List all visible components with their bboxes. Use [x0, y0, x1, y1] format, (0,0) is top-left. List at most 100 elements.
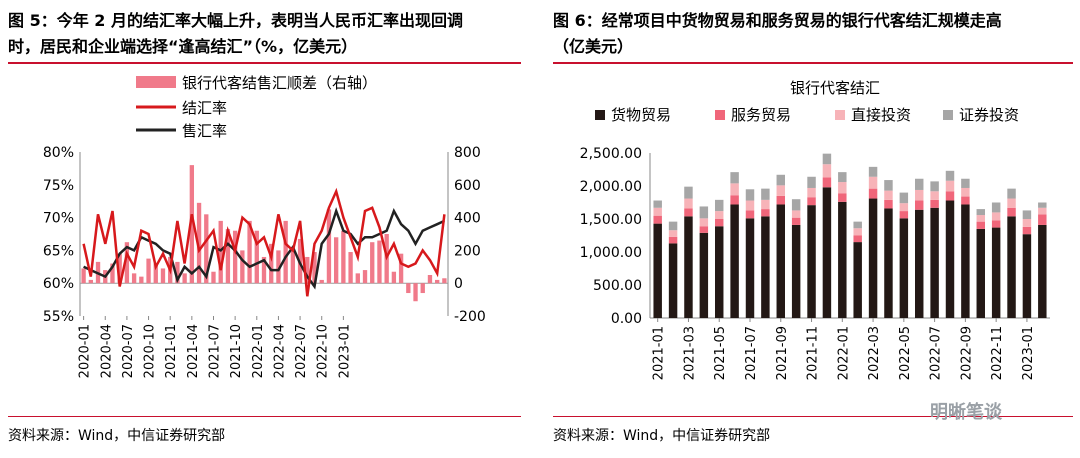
- direct-bar: [899, 203, 909, 212]
- goods-bar: [715, 226, 724, 318]
- x-tick-label: 2022-11: [990, 326, 1005, 380]
- surplus-bar: [225, 229, 231, 284]
- x-tick-label: 2023-01: [1021, 326, 1036, 380]
- direct-bar: [991, 212, 1001, 221]
- goods-bar: [915, 209, 924, 318]
- surplus-bar: [398, 253, 404, 284]
- direct-bar: [653, 207, 662, 216]
- services-bar: [853, 235, 862, 243]
- surplus-bar: [182, 273, 187, 284]
- goods-bar: [976, 228, 985, 318]
- goods-bar: [699, 232, 709, 318]
- y-tick-label: 500.00: [593, 278, 642, 294]
- services-bar: [868, 188, 878, 199]
- direct-bar: [761, 199, 770, 210]
- direct-bar: [915, 189, 924, 201]
- services-bar: [745, 210, 755, 219]
- y-left-tick-label: 75%: [43, 178, 74, 194]
- goods-bar: [945, 200, 955, 318]
- y-tick-label: 1,000.00: [580, 245, 642, 261]
- securities-bar: [653, 200, 662, 208]
- left-title-line-2: 时，居民和企业端选择“逢高结汇”（%，亿美元）: [8, 37, 358, 56]
- surplus-bar: [269, 243, 274, 284]
- securities-bar: [1007, 188, 1016, 199]
- legend-label: 服务贸易: [731, 106, 791, 124]
- direct-bar: [745, 200, 755, 211]
- goods-bar: [776, 204, 785, 318]
- y-left-tick-label: 65%: [43, 243, 74, 259]
- services-bar: [807, 197, 816, 206]
- services-bar: [945, 191, 955, 201]
- services-bar: [961, 196, 970, 205]
- x-tick-label: 2020-01: [78, 324, 93, 378]
- y-right-tick-label: 600: [454, 178, 481, 194]
- x-tick-label: 2022-07: [929, 326, 944, 380]
- goods-bar: [668, 243, 678, 318]
- left-top-rule: [8, 62, 521, 64]
- goods-bar: [930, 207, 939, 318]
- direct-bar: [776, 185, 785, 196]
- services-bar: [761, 209, 770, 217]
- securities-bar: [915, 178, 924, 190]
- left-source-note: 资料来源：Wind，中信证券研究部: [8, 428, 226, 444]
- surplus-bar: [240, 250, 245, 284]
- services-bar: [1038, 214, 1047, 225]
- securities-bar: [791, 199, 801, 211]
- goods-bar: [791, 224, 801, 318]
- surplus-bar: [160, 268, 166, 284]
- watermark-logo: 明晰笔谈: [930, 402, 1002, 423]
- securities-bar: [1038, 202, 1047, 208]
- direct-bar: [807, 187, 816, 198]
- direct-bar: [1038, 207, 1047, 215]
- x-tick-label: 2021-01: [164, 324, 179, 378]
- settle-rate-line: [82, 187, 446, 297]
- surplus-bar: [81, 268, 86, 284]
- surplus-bar: [283, 220, 288, 284]
- surplus-bar: [305, 256, 310, 284]
- surplus-bar: [146, 258, 151, 284]
- direct-bar: [884, 190, 893, 200]
- right-plot-area: 2,500.00 2,000.00 1,500.00 1,000.00 500.00 0.…: [580, 146, 1050, 380]
- services-bar: [1022, 226, 1032, 235]
- surplus-bar: [204, 214, 209, 284]
- securities-bar: [745, 189, 755, 201]
- x-tick-label: 2021-07: [207, 324, 222, 378]
- goods-bar: [961, 204, 970, 318]
- legend-label: 直接投资: [851, 106, 911, 124]
- securities-bar: [761, 188, 770, 200]
- surplus-bar: [110, 263, 115, 284]
- direct-bar: [930, 191, 939, 200]
- direct-bar: [838, 182, 847, 194]
- goods-bar: [853, 242, 862, 318]
- x-tick-label: 2021-04: [186, 324, 201, 378]
- legend-label: 结汇率: [182, 99, 227, 117]
- y-left-tick-label: 55%: [43, 309, 74, 325]
- goods-bar: [822, 187, 832, 318]
- goods-bar: [868, 198, 878, 318]
- right-chart-title: 图 6：经常项目中货物贸易和服务贸易的银行代客结汇规模走高 （亿美元）: [553, 8, 1073, 60]
- y-right-tick-label: -200: [454, 309, 486, 325]
- surplus-bar: [391, 271, 397, 284]
- services-bar: [776, 195, 785, 205]
- legend-label: 售汇率: [182, 122, 227, 140]
- right-top-rule: [553, 62, 1073, 64]
- left-bottom-rule: [8, 416, 521, 417]
- surplus-bar: [124, 242, 130, 284]
- services-bar: [822, 177, 832, 188]
- direct-bar: [853, 228, 862, 236]
- securities-bar: [868, 166, 878, 177]
- y-tick-label: 1,500.00: [580, 212, 642, 228]
- goods-bar: [991, 227, 1001, 318]
- legend-swatch-surplus: [136, 76, 176, 88]
- y-right-tick-label: 400: [454, 211, 481, 227]
- x-tick-label: 2022-09: [959, 326, 974, 380]
- surplus-bar: [406, 283, 411, 294]
- direct-bar: [715, 211, 724, 219]
- direct-bar: [791, 210, 801, 218]
- direct-bar: [684, 198, 693, 209]
- surplus-bar: [153, 263, 158, 284]
- securities-bar: [838, 172, 847, 183]
- legend-swatch: [595, 110, 605, 120]
